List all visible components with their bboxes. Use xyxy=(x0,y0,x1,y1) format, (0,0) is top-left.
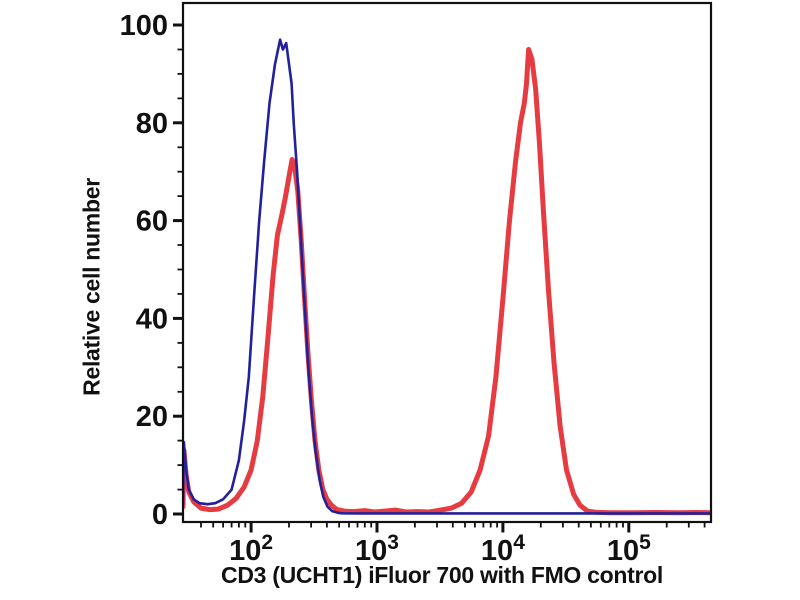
x-tick-label: 105 xyxy=(607,531,651,567)
y-tick-label: 60 xyxy=(136,206,168,238)
y-tick-label: 0 xyxy=(152,499,168,531)
plot-frame xyxy=(181,1,713,524)
x-tick-label: 102 xyxy=(229,531,273,567)
series-blue-curve xyxy=(184,38,710,515)
y-tick-label: 100 xyxy=(120,10,168,42)
y-tick-label: 40 xyxy=(136,303,168,335)
y-tick-label: 20 xyxy=(136,401,168,433)
y-axis-label: Relative cell number xyxy=(78,178,105,396)
x-tick-label: 103 xyxy=(355,531,399,567)
y-tick-label: 80 xyxy=(136,108,168,140)
series-red-curve xyxy=(184,47,710,516)
x-tick-label: 104 xyxy=(481,531,525,567)
x-axis-label: CD3 (UCHT1) iFluor 700 with FMO control xyxy=(221,562,663,588)
